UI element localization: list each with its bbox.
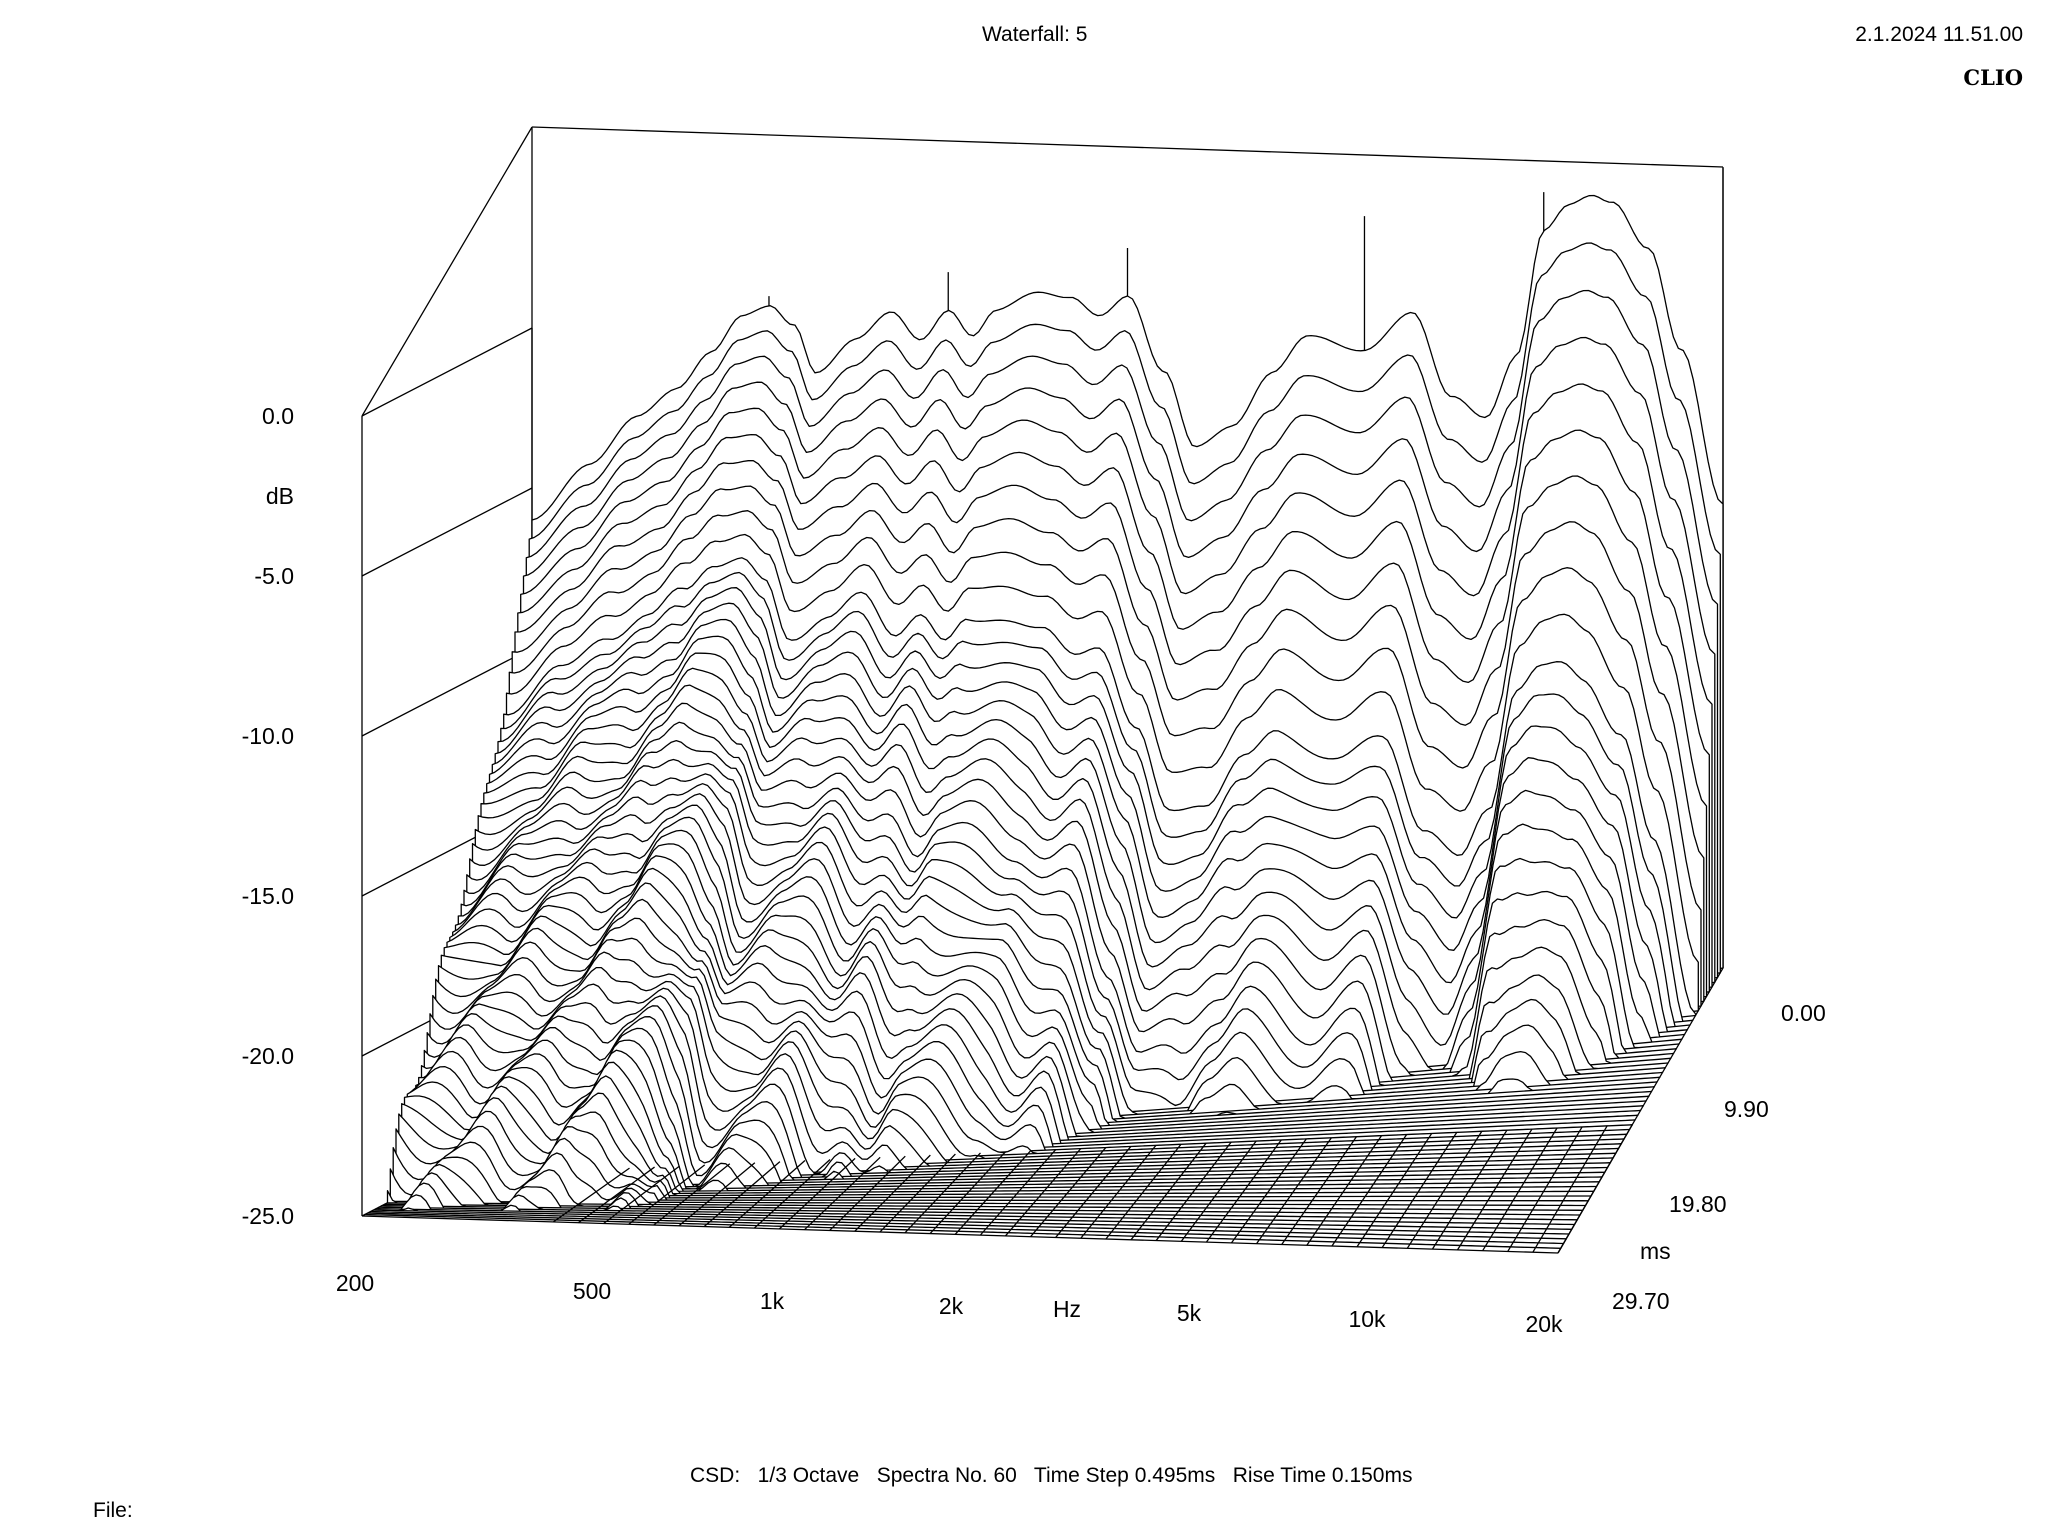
floor-gridline — [552, 1167, 630, 1223]
floor-gridline — [1004, 1148, 1082, 1237]
spectrum-slice — [386, 1152, 1584, 1211]
floor-gridline — [628, 1164, 706, 1225]
floor-gridline — [954, 1150, 1032, 1235]
z-tick-label: 9.90 — [1724, 1096, 1769, 1122]
spectrum-slice — [375, 1194, 1573, 1230]
spectrum-slice — [369, 1210, 1567, 1240]
spectrum-slice — [372, 1207, 1570, 1235]
floor-gridline — [1030, 1147, 1107, 1238]
spectrum-slice — [367, 1212, 1565, 1245]
x-tick-label: 1k — [760, 1288, 785, 1314]
timestamp: 2.1.2024 11.51.00 — [1855, 23, 2023, 46]
floor-gridline — [1482, 1127, 1558, 1252]
floor-gridline — [778, 1157, 856, 1230]
floor-gridline — [1256, 1137, 1332, 1245]
floor-gridline — [1180, 1140, 1257, 1242]
chart-title: Waterfall: 5 — [982, 23, 1088, 46]
x-tick-label: 10k — [1348, 1306, 1386, 1332]
floor-gridline — [929, 1151, 1007, 1235]
y-tick-label: 0.0 — [262, 403, 294, 429]
z-tick-label: 0.00 — [1781, 1000, 1826, 1026]
x-tick-label: 20k — [1525, 1311, 1563, 1337]
spectrum-slice — [420, 995, 1617, 1186]
y-tick-label: -5.0 — [254, 563, 294, 589]
floor-gridline — [578, 1166, 655, 1224]
spectrum-slice — [364, 1213, 1562, 1249]
y-axis-label: dB — [266, 483, 294, 509]
floor-gridline — [804, 1156, 881, 1231]
floor-gridline — [1331, 1134, 1408, 1247]
floor-gridline — [703, 1161, 781, 1228]
floor-gridline — [854, 1154, 931, 1232]
floor-gridline — [728, 1160, 806, 1228]
left-wall-gridline — [361, 327, 533, 417]
brand-logo: CLIO — [1963, 65, 2023, 90]
floor-gridline — [678, 1162, 756, 1227]
floor-gridline — [1080, 1144, 1157, 1239]
left-wall-gridline — [361, 647, 533, 737]
x-tick-label: 2k — [939, 1293, 964, 1319]
z-tick-label: 19.80 — [1669, 1191, 1727, 1217]
back-top-edge — [531, 126, 1724, 168]
floor-gridline — [979, 1149, 1057, 1236]
floor-gridline — [1306, 1135, 1383, 1246]
floor-gridline — [1055, 1146, 1132, 1238]
file-label: File: — [93, 1499, 133, 1522]
spectrum-slice — [389, 1137, 1587, 1207]
floor-gridline — [1281, 1136, 1358, 1245]
floor-gridline — [1431, 1129, 1508, 1250]
z-tick-label: 29.70 — [1612, 1288, 1670, 1314]
floor-gridline — [1105, 1143, 1182, 1240]
floor-gridline — [1356, 1133, 1433, 1248]
floor-gridline — [829, 1155, 906, 1231]
left-wall-gridline — [361, 487, 533, 577]
floor-gridline — [1507, 1126, 1583, 1252]
settings-line: CSD: 1/3 Octave Spectra No. 60 Time Step… — [690, 1464, 1413, 1487]
y-tick-label: -20.0 — [242, 1043, 294, 1069]
floor-gridline — [1532, 1125, 1608, 1253]
spectra-group — [364, 194, 1724, 1249]
floor-gridline — [1456, 1128, 1533, 1251]
floor-gridline — [1406, 1130, 1483, 1249]
floor-gridline — [1130, 1142, 1207, 1241]
axis-labels: 0.0 -5.0 -10.0 -15.0 -20.0 -25.0 dB 200 500 1k 2k 5… — [242, 403, 1826, 1337]
z-axis-label: ms — [1640, 1238, 1671, 1264]
floor-gridline — [904, 1152, 981, 1234]
floor-gridline — [653, 1163, 731, 1226]
floor-gridline — [1155, 1141, 1232, 1241]
floor-gridline — [879, 1153, 956, 1233]
top-left-edge — [361, 126, 533, 417]
x-axis-label: Hz — [1053, 1296, 1081, 1322]
spectrum-slice — [381, 1172, 1578, 1221]
floor-gridline — [1205, 1139, 1282, 1243]
spectrum-slice — [378, 1182, 1576, 1226]
floor-gridline — [1381, 1131, 1458, 1248]
floor-gridline — [753, 1158, 831, 1229]
floor-grid — [552, 1124, 1633, 1254]
front-floor-edge — [361, 1215, 1559, 1254]
x-tick-label: 200 — [336, 1270, 374, 1296]
x-tick-label: 500 — [573, 1278, 611, 1304]
y-tick-label: -10.0 — [242, 723, 294, 749]
floor-gridline — [1230, 1138, 1307, 1244]
y-tick-label: -25.0 — [242, 1203, 294, 1229]
spectrum-slice — [384, 1163, 1581, 1216]
x-tick-label: 5k — [1177, 1300, 1202, 1326]
y-tick-label: -15.0 — [242, 883, 294, 909]
floor-gridline — [1557, 1124, 1633, 1254]
floor-gridline — [603, 1165, 681, 1224]
